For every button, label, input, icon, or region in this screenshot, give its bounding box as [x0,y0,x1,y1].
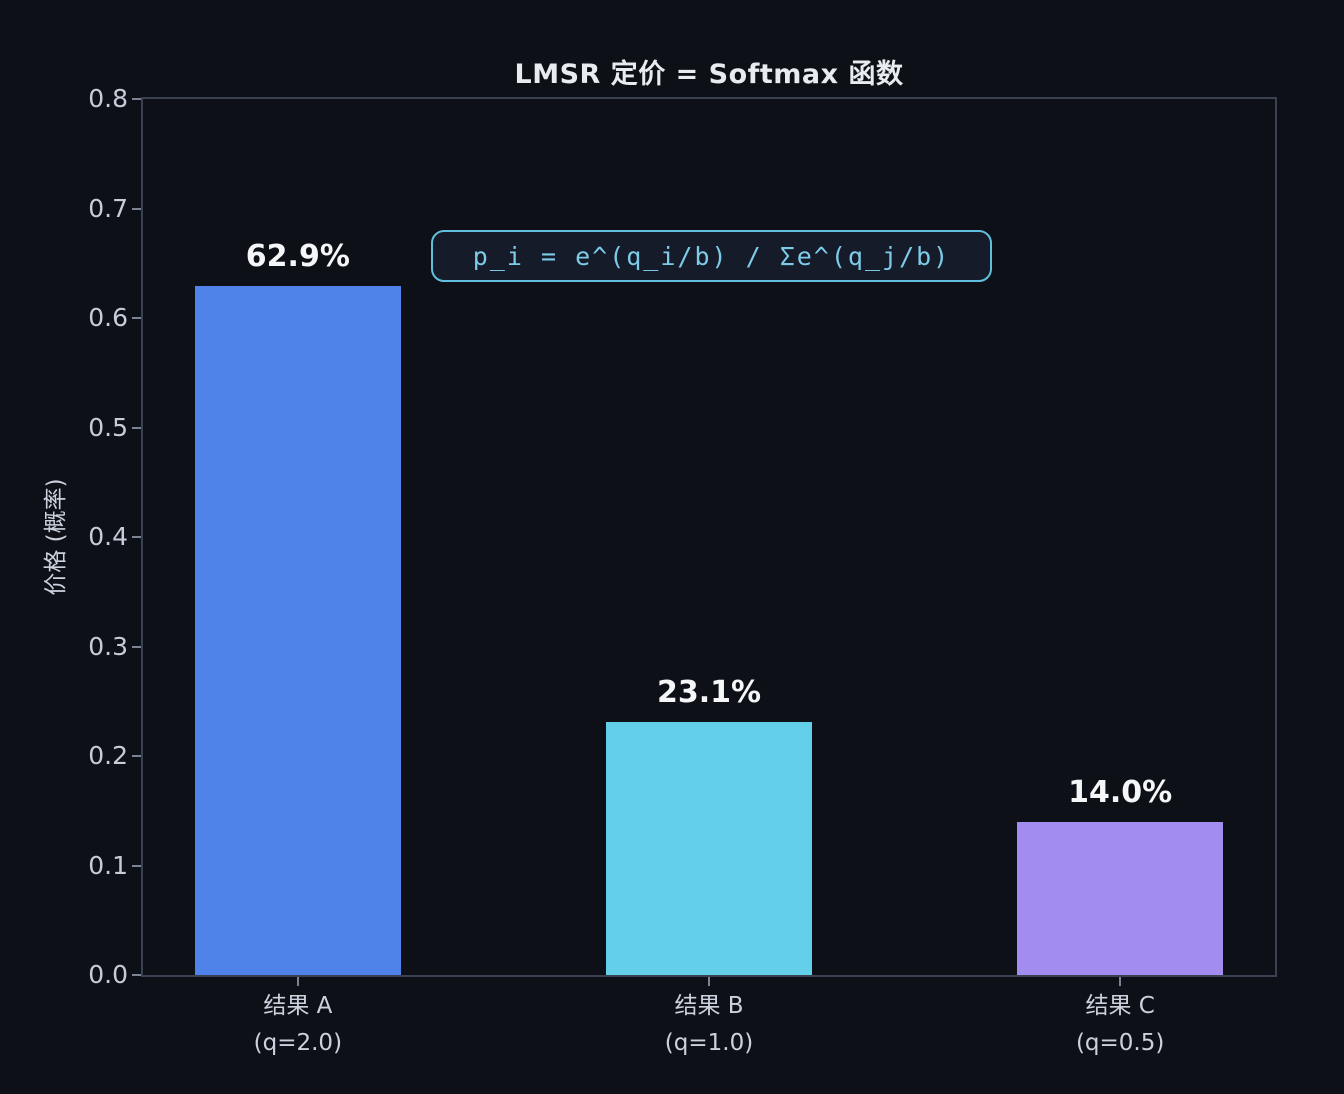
y-tick-mark [132,974,141,976]
bar [194,286,401,975]
x-tick-label-quantity: (q=1.0) [664,1030,754,1056]
formula-annotation: p_i = e^(q_i/b) / Σe^(q_j/b) [431,230,992,282]
x-tick-label-category: 结果 A [263,993,333,1019]
formula-text: p_i = e^(q_i/b) / Σe^(q_j/b) [472,241,951,271]
x-tick-label: 结果 B (q=1.0) [665,988,753,1062]
y-tick-label: 0.3 [88,631,128,661]
plot-area: p_i = e^(q_i/b) / Σe^(q_j/b) 0.0 0.1 0.2 0.… [88,84,1277,1056]
bar [1017,821,1224,975]
y-tick-label: 0.0 [88,960,128,989]
x-tick-mark [708,977,710,986]
x-tick-mark [296,977,299,986]
x-tick-label-category: 结果 B [674,993,744,1019]
bar-value-label: 62.9% [245,239,350,275]
y-tick-mark [132,426,141,429]
y-tick-mark [132,317,141,319]
bar-value-label: 14.0% [1068,774,1173,810]
y-tick-mark [132,98,141,100]
y-tick-mark [132,645,141,648]
y-tick-label: 0.5 [88,412,128,442]
y-tick-label: 0.2 [88,741,128,770]
x-tick-label: 结果 A (q=2.0) [254,988,342,1062]
bar [605,722,812,975]
y-tick-label: 0.8 [88,84,128,113]
x-tick-label-quantity: (q=2.0) [253,1030,343,1056]
y-tick-mark [132,864,141,867]
y-tick-mark [132,755,141,757]
y-tick-mark [132,207,141,210]
bar-value-label: 23.1% [656,675,762,711]
x-tick-label-category: 结果 C [1085,993,1155,1019]
x-tick-label-quantity: (q=0.5) [1075,1030,1165,1056]
y-tick-label: 0.4 [88,522,128,551]
y-tick-label: 0.1 [88,850,128,880]
y-tick-mark [132,536,141,538]
chart-title: LMSR 定价 = Softmax 函数 [514,59,904,90]
y-tick-label: 0.6 [88,303,128,332]
y-tick-label: 0.7 [88,193,128,223]
x-tick-mark [1119,977,1122,986]
x-tick-label: 结果 C (q=0.5) [1076,988,1164,1062]
